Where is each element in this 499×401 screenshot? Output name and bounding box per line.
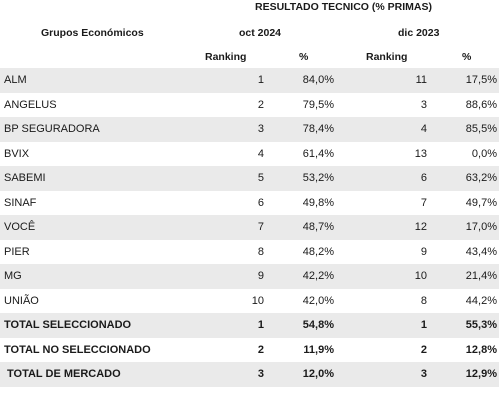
pct-dic: 12,9% (465, 368, 497, 380)
rank-dic: 13 (414, 147, 427, 160)
pct-dic: 43,4% (465, 245, 497, 258)
rank-oct: 1 (257, 319, 264, 331)
table-row: BP SEGURADORA 3 78,4% 4 85,5% (0, 117, 499, 142)
rank-oct: 6 (257, 196, 264, 209)
rank-dic: 6 (420, 172, 427, 184)
rank-oct: 3 (257, 123, 264, 135)
pct-oct: 11,9% (303, 343, 334, 356)
total-row: TOTAL SELECCIONADO 1 54,8% 1 55,3% (0, 313, 499, 338)
group-name: SABEMI (4, 172, 46, 184)
pct-oct: 42,0% (302, 294, 334, 307)
rank-dic: 7 (420, 196, 427, 209)
total-name: TOTAL SELECCIONADO (4, 319, 132, 331)
pct-oct: 79,5% (302, 98, 334, 111)
table-body: ALM 1 84,0% 11 17,5% ANGELUS 2 79,5% 3 8… (0, 68, 499, 387)
table-row: ALM 1 84,0% 11 17,5% (0, 68, 499, 93)
rank-oct: 7 (257, 221, 264, 233)
pct-dic: 85,5% (465, 123, 497, 135)
rank-oct: 9 (257, 270, 264, 282)
pct-dic: 12,8% (465, 343, 497, 356)
total-row: TOTAL DE MERCADO 3 12,0% 3 12,9% (0, 362, 499, 387)
rank-oct: 1 (257, 74, 264, 86)
group-name: VOCÊ (4, 221, 36, 233)
group-name: PIER (4, 245, 30, 258)
table-row: BVIX 4 61,4% 13 0,0% (0, 142, 499, 167)
rank-dic: 3 (420, 98, 427, 111)
period-oct-header: oct 2024 (239, 27, 282, 39)
rank-dic: 12 (414, 221, 427, 233)
table-row: VOCÊ 7 48,7% 12 17,0% (0, 215, 499, 240)
rank-oct: 8 (257, 245, 264, 258)
pct-dic: 21,4% (465, 270, 497, 282)
pct-oct: 53,2% (302, 172, 334, 184)
total-row: TOTAL NO SELECCIONADO 2 11,9% 2 12,8% (0, 338, 499, 363)
pct-dic: 17,0% (465, 221, 497, 233)
rank-dic: 4 (420, 123, 427, 135)
rank-oct: 2 (257, 98, 264, 111)
table-row: MG 9 42,2% 10 21,4% (0, 264, 499, 289)
total-name: TOTAL NO SELECCIONADO (4, 343, 151, 356)
rank-dic: 1 (420, 319, 427, 331)
table-row: UNIÃO 10 42,0% 8 44,2% (0, 289, 499, 314)
rank-oct: 3 (257, 368, 264, 380)
group-name: SINAF (4, 196, 37, 209)
rank-dic: 8 (420, 294, 427, 307)
rank-oct: 5 (257, 172, 264, 184)
pct-oct: 84,0% (302, 74, 334, 86)
group-name: MG (4, 270, 22, 282)
group-name: BVIX (4, 147, 30, 160)
pct-oct: 78,4% (302, 123, 334, 135)
ranking-oct-header: Ranking (205, 51, 247, 63)
pct-oct: 12,0% (302, 368, 334, 380)
rank-dic: 9 (420, 245, 427, 258)
pct-oct: 61,4% (302, 147, 334, 160)
pct-oct: 54,8% (302, 319, 334, 331)
rank-dic: 10 (414, 270, 427, 282)
rank-dic: 11 (415, 74, 427, 86)
group-name: ALM (4, 74, 27, 86)
rank-oct: 4 (257, 147, 264, 160)
table-row: SINAF 6 49,8% 7 49,7% (0, 191, 499, 216)
pct-oct: 48,7% (302, 221, 334, 233)
pct-dic: 44,2% (465, 294, 497, 307)
percent-dic-header: % (462, 51, 472, 63)
table-row: ANGELUS 2 79,5% 3 88,6% (0, 93, 499, 118)
group-name: ANGELUS (4, 98, 57, 111)
pct-dic: 17,5% (465, 74, 497, 86)
pct-dic: 55,3% (465, 319, 497, 331)
rank-dic: 2 (420, 343, 427, 356)
pct-dic: 88,6% (465, 98, 497, 111)
rank-oct: 2 (257, 343, 264, 356)
rank-oct: 10 (251, 294, 264, 307)
pct-dic: 49,7% (465, 196, 497, 209)
rank-dic: 3 (420, 368, 427, 380)
group-column-header: Grupos Económicos (41, 27, 144, 39)
table-row: PIER 8 48,2% 9 43,4% (0, 240, 499, 265)
pct-dic: 0,0% (471, 147, 497, 160)
group-name: BP SEGURADORA (4, 123, 100, 135)
percent-oct-header: % (299, 51, 309, 63)
table-row: SABEMI 5 53,2% 6 63,2% (0, 166, 499, 191)
period-dic-header: dic 2023 (398, 27, 440, 39)
group-name: UNIÃO (4, 294, 39, 307)
pct-oct: 42,2% (302, 270, 334, 282)
pct-oct: 48,2% (302, 245, 334, 258)
pct-dic: 63,2% (465, 172, 497, 184)
ranking-dic-header: Ranking (366, 51, 408, 63)
table-title: RESULTADO TECNICO (% PRIMAS) (255, 1, 432, 13)
pct-oct: 49,8% (302, 196, 334, 209)
total-name: TOTAL DE MERCADO (7, 368, 121, 380)
